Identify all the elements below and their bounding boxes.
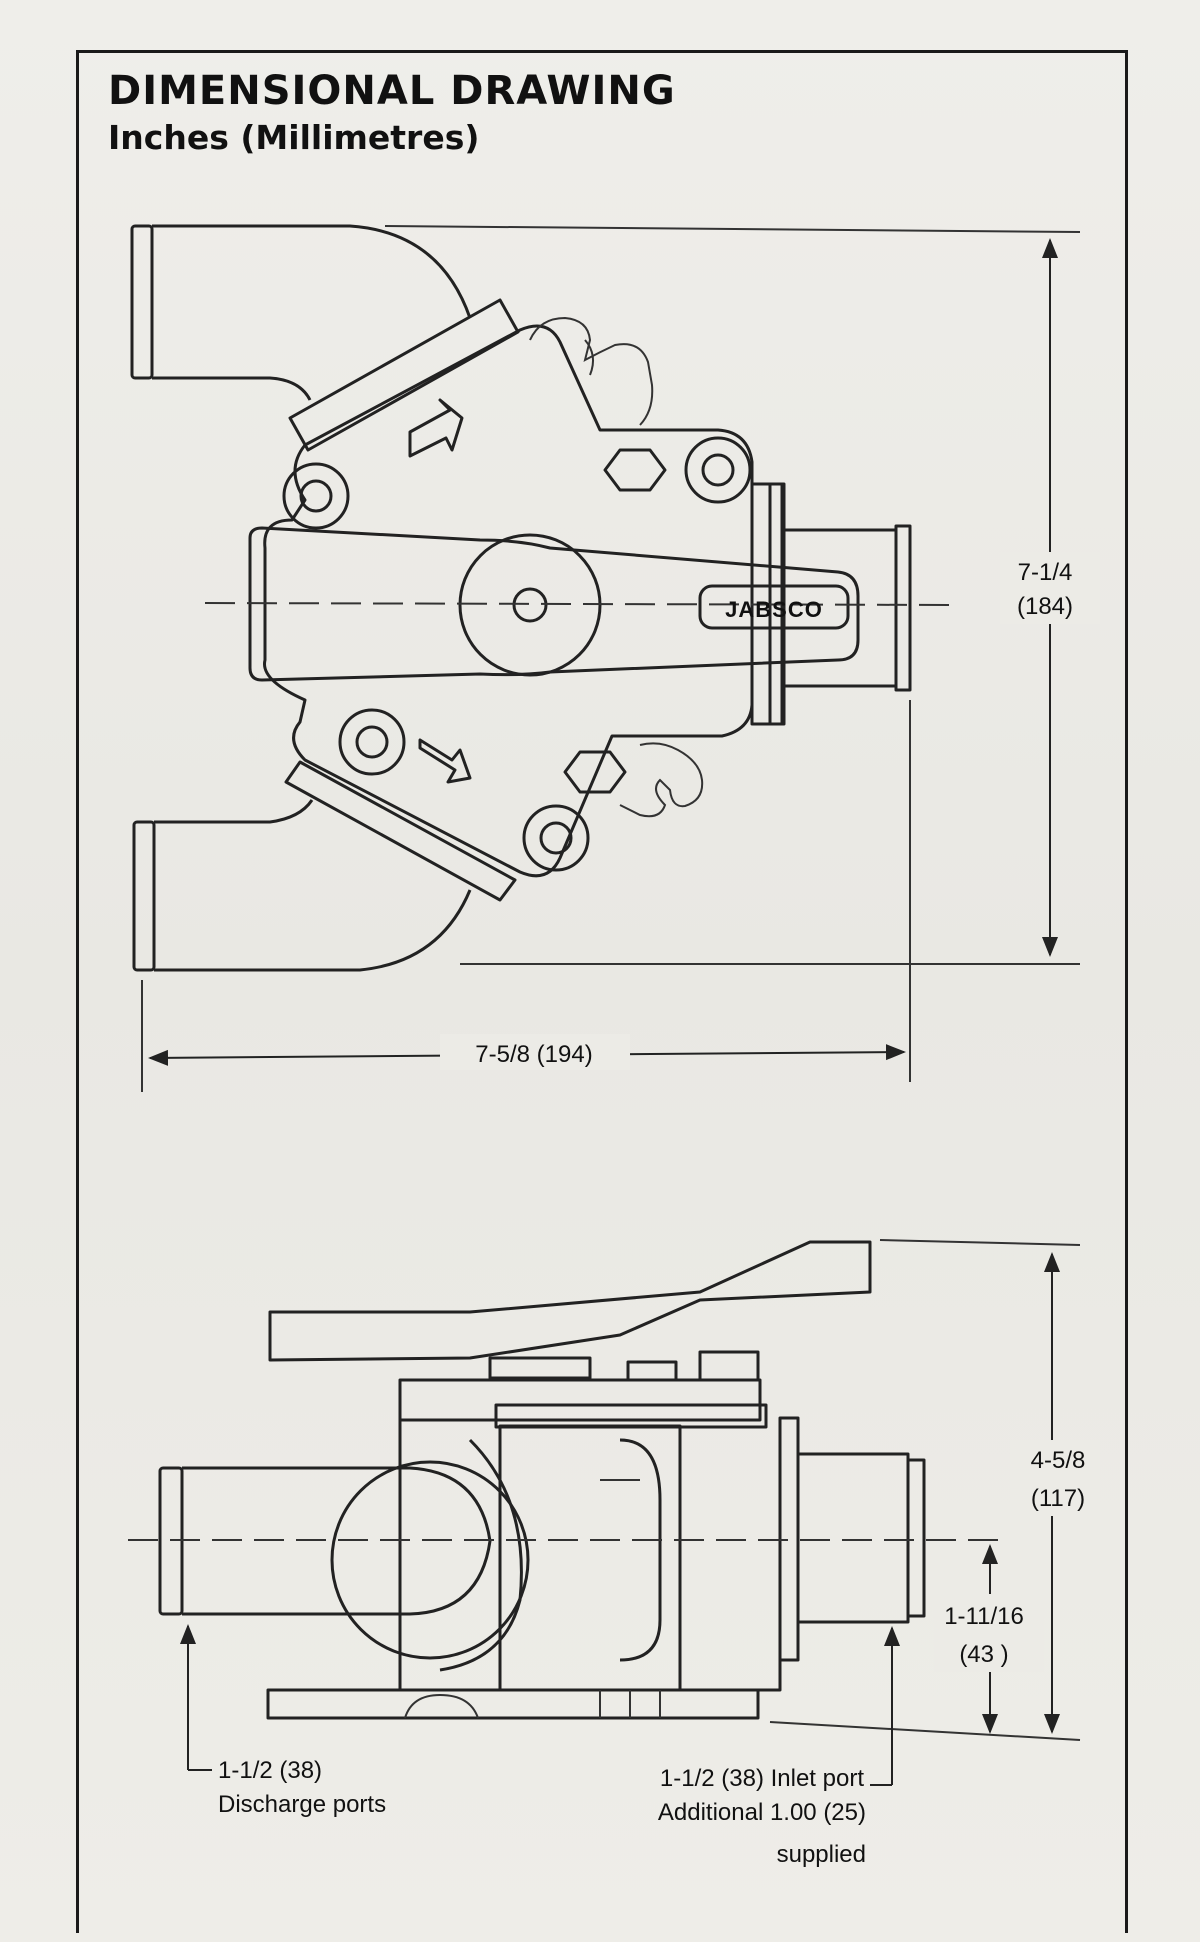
side-view: 4-5/8 (117) 1-11/16 (43 ) 1-1/2 (38) Dis… [128, 1239, 1100, 1868]
center-height-inches: 1-11/16 [944, 1603, 1024, 1630]
discharge-size: 1-1/2 (38) [218, 1757, 322, 1784]
valve-body [248, 316, 912, 878]
units-subtitle: Inches (Millimetres) [108, 118, 480, 157]
drawing-title: DIMENSIONAL DRAWING [108, 68, 676, 114]
width-dim: 7-5/8 (194) [475, 1041, 592, 1068]
height-dim-mm: (184) [1017, 593, 1073, 620]
drawing-frame [76, 50, 1128, 1933]
valve-housing [398, 1420, 782, 1692]
discharge-label: Discharge ports [218, 1791, 386, 1818]
top-view: JABSCO 7-1/4 (184) 7-5/8 (194) [130, 224, 1100, 1092]
lower-discharge-elbow [132, 760, 517, 972]
inlet-supplied: supplied [777, 1841, 866, 1868]
lever-handle [268, 1240, 872, 1362]
center-height-mm: (43 ) [959, 1641, 1008, 1668]
brand-label: JABSCO [725, 597, 823, 622]
side-height-inches: 4-5/8 [1031, 1447, 1086, 1474]
inlet-additional: Additional 1.00 (25) [658, 1799, 866, 1826]
side-height-mm: (117) [1031, 1485, 1085, 1512]
inlet-size: 1-1/2 (38) Inlet port [660, 1765, 864, 1792]
height-dim-inches: 7-1/4 [1018, 559, 1073, 586]
